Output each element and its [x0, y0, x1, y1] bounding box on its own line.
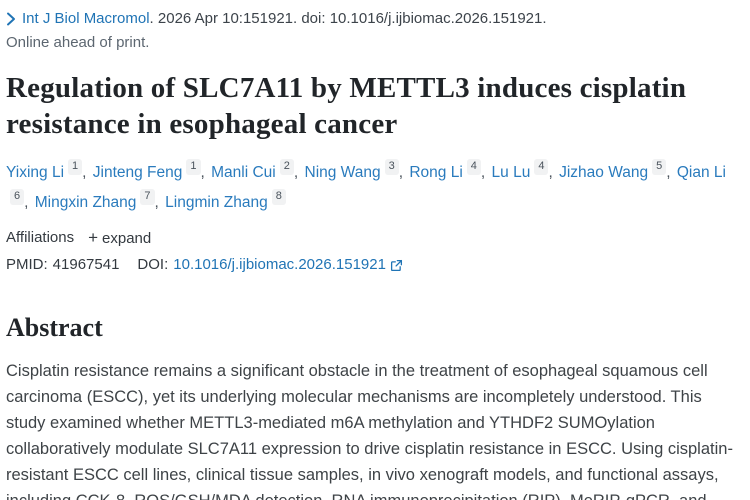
- author-affiliation-badge[interactable]: 5: [652, 159, 667, 175]
- author-affiliation-badge[interactable]: 4: [466, 159, 481, 175]
- author-separator: ,: [398, 164, 404, 181]
- affiliations-label: Affiliations: [6, 229, 75, 246]
- author-separator: ,: [24, 194, 29, 211]
- abstract-paragraph: Cisplatin resistance remains a significa…: [6, 362, 733, 500]
- author-separator: ,: [200, 164, 205, 181]
- citation-line: Int J Biol Macromol. 2026 Apr 10:151921.…: [6, 8, 742, 30]
- author-affiliation-badge[interactable]: 4: [534, 159, 549, 175]
- author-link[interactable]: Jizhao Wang: [559, 164, 649, 181]
- author-affiliation-badge[interactable]: 1: [186, 159, 201, 175]
- author-item: Lu Lu 4,: [491, 159, 555, 181]
- author-affiliation-badge[interactable]: 8: [271, 189, 286, 205]
- author-affiliation-badge[interactable]: 1: [68, 159, 83, 175]
- author-link[interactable]: Ning Wang: [304, 164, 381, 181]
- author-item: Jizhao Wang 5,: [559, 159, 672, 181]
- author-item: Manli Cui 2,: [211, 159, 300, 181]
- author-link[interactable]: Lu Lu: [491, 164, 531, 181]
- pmid-value: 41967541: [52, 256, 120, 273]
- author-link[interactable]: Rong Li: [409, 164, 463, 181]
- plus-icon: +: [88, 228, 99, 247]
- affiliations-row: Affiliations + expand: [6, 227, 742, 249]
- author-item: Ning Wang 3,: [304, 159, 406, 181]
- author-link[interactable]: Mingxin Zhang: [34, 194, 137, 211]
- chevron-right-icon: [6, 12, 16, 26]
- author-item: Qian Li 6,: [6, 164, 726, 211]
- abstract-heading: Abstract: [6, 313, 103, 342]
- doi-group: DOI: 10.1016/j.ijbiomac.2026.151921: [137, 254, 403, 276]
- author-item: Yixing Li 1,: [6, 159, 88, 181]
- author-item: Lingmin Zhang 8: [165, 189, 286, 211]
- author-link[interactable]: Lingmin Zhang: [165, 194, 268, 211]
- author-link[interactable]: Manli Cui: [211, 164, 276, 181]
- citation-details: . 2026 Apr 10:151921. doi: 10.1016/j.ijb…: [149, 10, 547, 27]
- author-link[interactable]: Jinteng Feng: [92, 164, 183, 181]
- author-separator: ,: [293, 164, 299, 181]
- author-affiliation-badge[interactable]: 3: [384, 159, 399, 175]
- online-ahead-of-print-label: Online ahead of print.: [6, 34, 150, 51]
- pmid-label: PMID:: [6, 256, 48, 273]
- author-affiliation-badge[interactable]: 6: [10, 189, 25, 205]
- authors-list: Yixing Li 1, Jinteng Feng 1, Manli Cui 2, N…: [6, 158, 742, 218]
- journal-link[interactable]: Int J Biol Macromol: [22, 10, 150, 27]
- author-item: Rong Li 4,: [409, 159, 487, 181]
- identifiers-row: PMID: 41967541 DOI: 10.1016/j.ijbiomac.2…: [6, 254, 742, 276]
- author-separator: ,: [82, 164, 87, 181]
- author-separator: ,: [480, 164, 486, 181]
- external-link-icon: [390, 259, 403, 272]
- doi-link[interactable]: 10.1016/j.ijbiomac.2026.151921: [173, 254, 403, 276]
- expand-label: expand: [102, 229, 152, 247]
- author-link[interactable]: Qian Li: [676, 164, 726, 181]
- author-affiliation-badge[interactable]: 7: [140, 189, 155, 205]
- author-separator: ,: [666, 164, 671, 181]
- article-title: Regulation of SLC7A11 by METTL3 induces …: [6, 72, 687, 140]
- author-separator: ,: [548, 164, 553, 181]
- author-item: Jinteng Feng 1,: [92, 159, 207, 181]
- author-item: Mingxin Zhang 7,: [34, 189, 161, 211]
- affiliations-expand-button[interactable]: + expand: [88, 228, 152, 247]
- author-separator: ,: [154, 194, 159, 211]
- author-affiliation-badge[interactable]: 2: [279, 159, 294, 175]
- doi-label: DOI:: [137, 256, 169, 273]
- author-link[interactable]: Yixing Li: [6, 164, 65, 181]
